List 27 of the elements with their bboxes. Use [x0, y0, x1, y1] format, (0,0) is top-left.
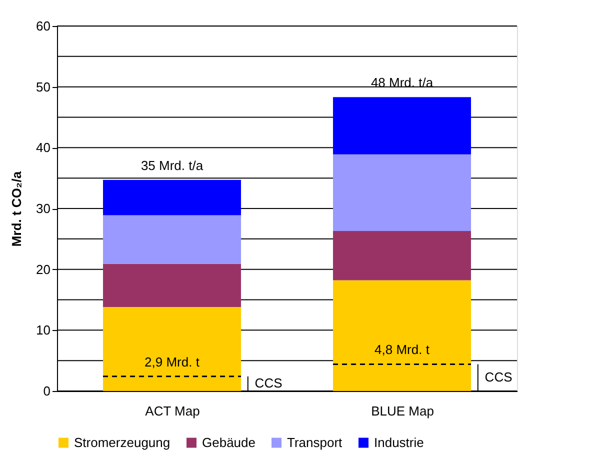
y-tick-label: 50	[36, 79, 50, 94]
bar	[333, 231, 471, 280]
legend-label: Industrie	[374, 434, 424, 450]
y-tick-label: 0	[43, 384, 50, 398]
bar	[333, 280, 471, 391]
legend-label: Gebäude	[202, 434, 256, 450]
bar	[103, 264, 241, 308]
bar	[103, 180, 241, 216]
y-tick-label: 10	[36, 322, 50, 338]
total-label: 35 Mrd. t/a	[140, 158, 204, 173]
bar	[103, 215, 241, 264]
ref-line-label: 2,9 Mrd. t	[144, 354, 200, 370]
annotation: CCS	[254, 376, 283, 391]
y-tick-label: 40	[36, 140, 50, 156]
x-tick-label: BLUE Map	[371, 404, 434, 418]
y-tick-label: 20	[36, 262, 50, 277]
y-axis-title: Mrd. t CO₂/a	[9, 170, 24, 247]
ref-line-label: 4,8 Mrd. t	[374, 342, 430, 358]
bar	[333, 97, 471, 154]
legend-label: Transport	[287, 434, 343, 450]
y-tick-label: 30	[36, 201, 50, 216]
x-tick-label: ACT Map	[145, 404, 200, 418]
bar	[333, 154, 471, 232]
bar	[103, 307, 241, 391]
annotation: CCS	[484, 370, 513, 385]
y-tick-label: 60	[36, 18, 50, 34]
legend-label: Stromerzeugung	[74, 434, 170, 450]
